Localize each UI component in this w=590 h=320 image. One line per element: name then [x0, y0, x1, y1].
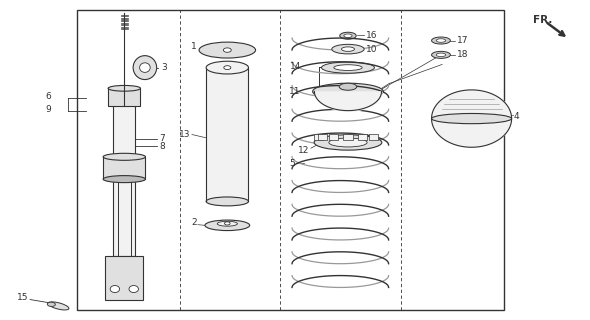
Ellipse shape — [334, 65, 362, 70]
Ellipse shape — [110, 285, 120, 292]
Bar — [113, 90, 136, 256]
Ellipse shape — [103, 153, 146, 160]
Text: FR.: FR. — [533, 15, 553, 26]
Text: 2: 2 — [191, 218, 196, 227]
Ellipse shape — [205, 220, 250, 231]
Text: 7: 7 — [160, 133, 165, 142]
Text: 8: 8 — [160, 142, 165, 151]
Ellipse shape — [313, 83, 384, 100]
Bar — [105, 281, 110, 297]
Text: 4: 4 — [514, 113, 520, 122]
Bar — [343, 134, 353, 140]
Ellipse shape — [103, 176, 146, 183]
Bar — [108, 88, 140, 106]
Text: 5: 5 — [289, 159, 295, 168]
Text: 3: 3 — [161, 63, 166, 72]
Ellipse shape — [339, 83, 357, 90]
Ellipse shape — [431, 114, 512, 124]
Bar — [105, 256, 143, 300]
Ellipse shape — [436, 53, 445, 57]
Ellipse shape — [129, 285, 139, 292]
Polygon shape — [431, 90, 512, 147]
Bar — [318, 134, 327, 140]
Bar — [77, 10, 504, 310]
Ellipse shape — [140, 63, 150, 72]
Ellipse shape — [224, 48, 231, 52]
Ellipse shape — [199, 42, 255, 58]
Ellipse shape — [314, 135, 382, 150]
Text: 18: 18 — [457, 50, 468, 59]
Ellipse shape — [224, 66, 231, 69]
Text: 12: 12 — [299, 146, 310, 155]
Ellipse shape — [431, 51, 450, 58]
Text: 17: 17 — [457, 36, 468, 45]
Text: 16: 16 — [366, 31, 377, 40]
Bar — [329, 134, 338, 140]
Text: 1: 1 — [191, 42, 196, 52]
Ellipse shape — [108, 85, 140, 91]
Ellipse shape — [344, 34, 352, 37]
Ellipse shape — [47, 302, 55, 307]
Text: 15: 15 — [18, 293, 29, 302]
Bar — [103, 157, 146, 179]
Text: 13: 13 — [179, 130, 191, 139]
Text: 14: 14 — [290, 62, 301, 71]
Ellipse shape — [48, 302, 69, 310]
Text: 6: 6 — [45, 92, 51, 101]
Ellipse shape — [133, 56, 157, 80]
Bar — [139, 281, 143, 297]
Ellipse shape — [340, 32, 356, 39]
Bar — [314, 134, 323, 140]
Text: 10: 10 — [366, 44, 377, 54]
Ellipse shape — [436, 39, 445, 42]
Ellipse shape — [206, 61, 248, 74]
Ellipse shape — [322, 62, 375, 73]
Ellipse shape — [332, 44, 364, 54]
Ellipse shape — [225, 222, 230, 225]
Bar — [369, 134, 378, 140]
Text: 11: 11 — [289, 87, 301, 96]
Ellipse shape — [217, 221, 237, 226]
Ellipse shape — [431, 37, 450, 44]
Ellipse shape — [206, 197, 248, 206]
Bar — [358, 134, 368, 140]
Bar — [206, 68, 248, 201]
Ellipse shape — [329, 138, 367, 147]
Ellipse shape — [342, 47, 355, 51]
Text: 9: 9 — [45, 105, 51, 114]
